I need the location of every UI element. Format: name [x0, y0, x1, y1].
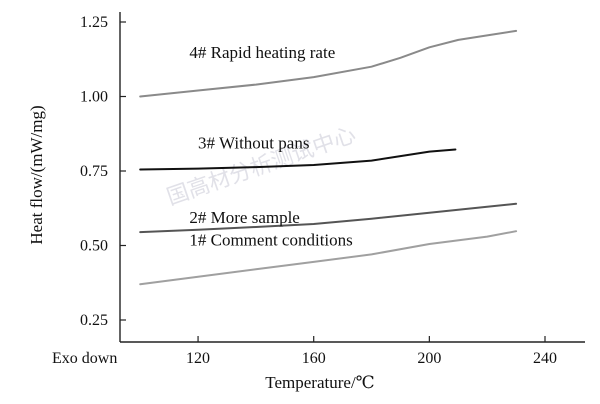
series-annotation-4: 1# Comment conditions	[189, 231, 352, 250]
y-tick-label: 0.75	[80, 163, 108, 180]
ticks-layer: 120 160 200 240 0.25 0.50 0.75 1.00 1.25	[80, 14, 557, 367]
series-line-1	[139, 29, 518, 98]
y-tick-label: 0.25	[80, 312, 108, 329]
series-line-3	[139, 202, 518, 234]
annotation-layer: 4# Rapid heating rate 3# Without pans 2# M…	[189, 43, 352, 250]
series-annotation-2: 3# Without pans	[198, 134, 309, 153]
y-tick-label: 1.00	[80, 89, 108, 106]
x-tick-label: 200	[417, 350, 441, 367]
x-axis-title: Temperature/℃	[265, 373, 374, 392]
series-line-4	[139, 230, 518, 286]
series-annotation-1: 4# Rapid heating rate	[189, 43, 335, 62]
x-tick-label: 240	[533, 350, 557, 367]
x-tick-label: 120	[186, 350, 210, 367]
y-axis-title: Heat flow/(mW/mg)	[27, 105, 46, 244]
series-annotation-3: 2# More sample	[189, 208, 299, 227]
corner-label: Exo down	[52, 350, 117, 367]
y-tick-label: 0.50	[80, 238, 108, 255]
y-tick-label: 1.25	[80, 14, 108, 31]
series-line-2	[139, 148, 457, 171]
x-tick-label: 160	[302, 350, 326, 367]
series-layer	[139, 29, 518, 286]
